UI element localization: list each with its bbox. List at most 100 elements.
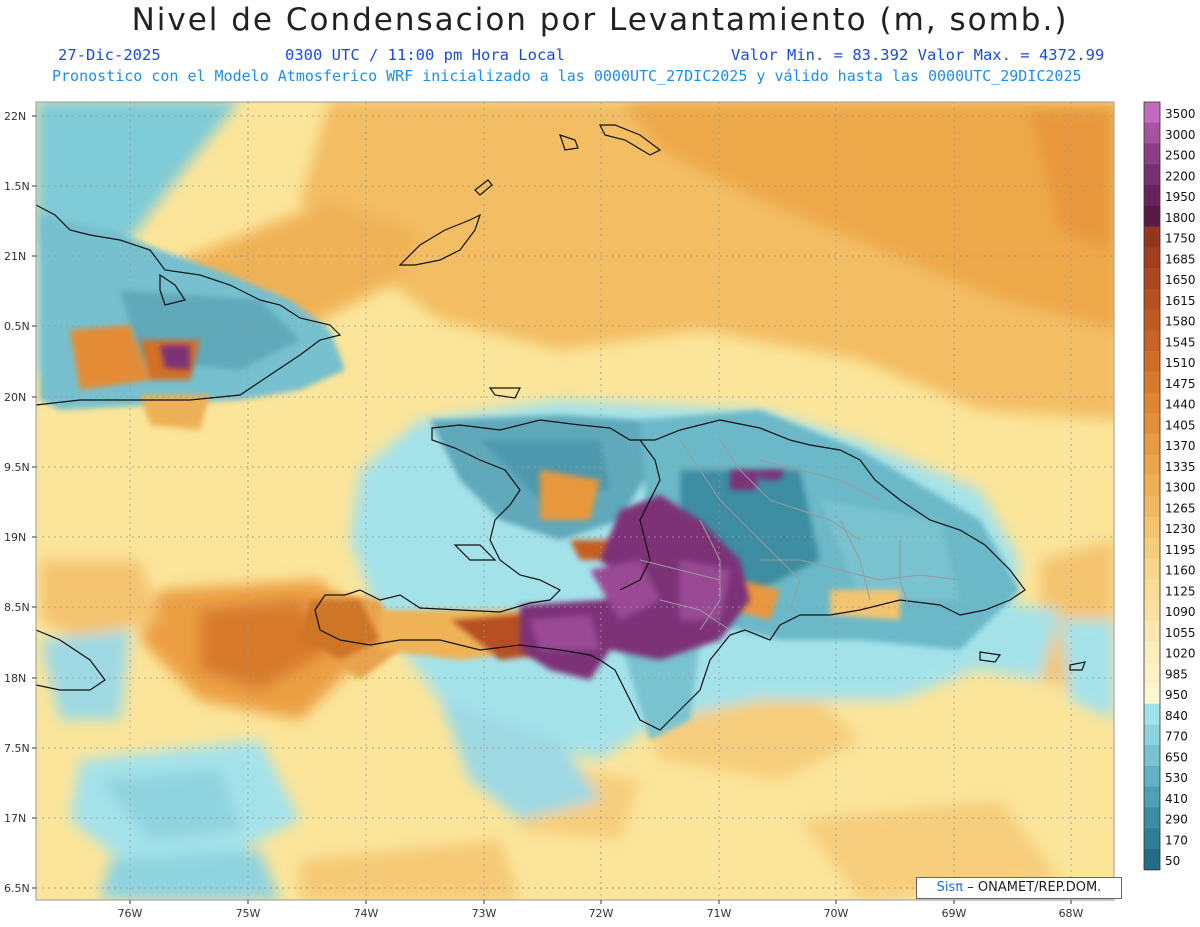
colorbar-swatch [1144,517,1160,539]
colorbar-swatch [1144,143,1160,165]
lat-label: 18N [4,672,26,685]
colorbar-label: 1685 [1165,252,1196,266]
colorbar-label: 1090 [1165,605,1196,619]
colorbar-label: 1750 [1165,232,1196,246]
colorbar-swatch [1144,641,1160,663]
colorbar-swatch [1144,351,1160,373]
colorbar-swatch [1144,226,1160,248]
colorbar-swatch [1144,330,1160,352]
colorbar-label: 1335 [1165,460,1196,474]
credit-sis: Sisπ [936,880,964,895]
lat-label: 1.5N [4,180,30,193]
coastlines [36,124,1086,731]
colorbar-label: 50 [1165,854,1180,868]
colorbar-label: 1020 [1165,647,1196,661]
colorbar-label: 1800 [1165,211,1196,225]
colorbar-swatch [1144,683,1160,705]
lat-label: 22N [4,110,26,123]
forecast-text: Pronostico con el Modelo Atmosferico WRF… [52,67,1082,85]
colorbar-swatch [1144,703,1160,725]
lat-label: 20N [4,391,26,404]
colorbar-label: 840 [1165,709,1188,723]
map-title: Nivel de Condensacion por Levantamiento … [131,2,1069,38]
colorbar-label: 530 [1165,771,1188,785]
lat-label: 8.5N [4,601,30,614]
colorbar-label: 1370 [1165,439,1196,453]
colorbar-label: 985 [1165,667,1188,681]
colorbar-label: 3500 [1165,107,1196,121]
time-text: 0300 UTC / 11:00 pm Hora Local [285,46,565,64]
colorbar-swatch [1144,496,1160,518]
colorbar-swatch [1144,205,1160,227]
colorbar-swatch [1144,766,1160,788]
lat-label: 6.5N [4,882,30,895]
colorbar-swatch [1144,475,1160,497]
colorbar-swatch [1144,807,1160,829]
lat-label: 19N [4,531,26,544]
map-plot-area [36,102,1114,900]
lon-label: 72W [589,907,614,920]
lon-label: 76W [118,907,143,920]
colorbar-label: 1195 [1165,543,1196,557]
colorbar-label: 1055 [1165,626,1196,640]
lon-label: 69W [942,907,967,920]
lon-label: 75W [236,907,261,920]
lon-label: 74W [354,907,379,920]
longitude-labels: 76W 75W 74W 73W 72W 71W 70W 69W 68W [118,907,1084,920]
credit-box: Sisπ – ONAMET/REP.DOM. [916,877,1122,899]
colorbar-frame [1143,101,1161,871]
colorbar-label: 1230 [1165,522,1196,536]
colorbar-swatch [1144,392,1160,414]
colorbar-label: 1615 [1165,294,1196,308]
colorbar-label: 1510 [1165,356,1196,370]
credit-text: – ONAMET/REP.DOM. [967,880,1102,895]
lon-label: 68W [1059,907,1084,920]
colorbar-label: 2200 [1165,169,1196,183]
colorbar-label: 1125 [1165,584,1196,598]
provincial-borders [639,439,961,631]
colorbar-swatch [1144,620,1160,642]
colorbar-swatch [1144,558,1160,580]
latitude-labels: 22N 1.5N 21N 0.5N 20N 9.5N 19N 8.5N 18N … [4,110,30,895]
colorbar-label: 2500 [1165,149,1196,163]
lon-label: 71W [707,907,732,920]
colorbar-label: 1545 [1165,335,1196,349]
lat-label: 17N [4,812,26,825]
lon-label: 70W [824,907,849,920]
min-max-text: Valor Min. = 83.392 Valor Max. = 4372.99 [731,46,1105,64]
colorbar-swatch [1144,454,1160,476]
colorbar-swatch [1144,164,1160,186]
colorbar-label: 1160 [1165,564,1196,578]
colorbar-swatch [1144,828,1160,850]
colorbar-label: 1405 [1165,418,1196,432]
colorbar-label: 3000 [1165,128,1196,142]
colorbar: 3500 3000 2500 2200 1950 1800 1750 1685 1650 1615… [1143,101,1196,871]
colorbar-swatch [1144,579,1160,601]
colorbar-label: 1580 [1165,315,1196,329]
colorbar-label: 650 [1165,750,1188,764]
colorbar-label: 1950 [1165,190,1196,204]
lat-label: 21N [4,250,26,263]
date-text: 27-Dic-2025 [58,46,161,64]
colorbar-label: 170 [1165,833,1188,847]
colorbar-swatch [1144,102,1160,124]
lat-label: 7.5N [4,742,30,755]
colorbar-label: 410 [1165,792,1188,806]
colorbar-swatch [1144,849,1160,871]
graticule [36,102,1114,900]
colorbar-swatch [1144,600,1160,622]
colorbar-swatch [1144,122,1160,144]
colorbar-label: 1265 [1165,501,1196,515]
colorbar-swatch [1144,309,1160,331]
colorbar-swatch [1144,268,1160,290]
colorbar-swatch [1144,371,1160,393]
colorbar-swatch [1144,288,1160,310]
colorbar-label: 1475 [1165,377,1196,391]
colorbar-swatch [1144,786,1160,808]
lon-label: 73W [472,907,497,920]
colorbar-label: 290 [1165,813,1188,827]
colorbar-label: 1650 [1165,273,1196,287]
colorbar-swatch [1144,724,1160,746]
colorbar-swatch [1144,662,1160,684]
